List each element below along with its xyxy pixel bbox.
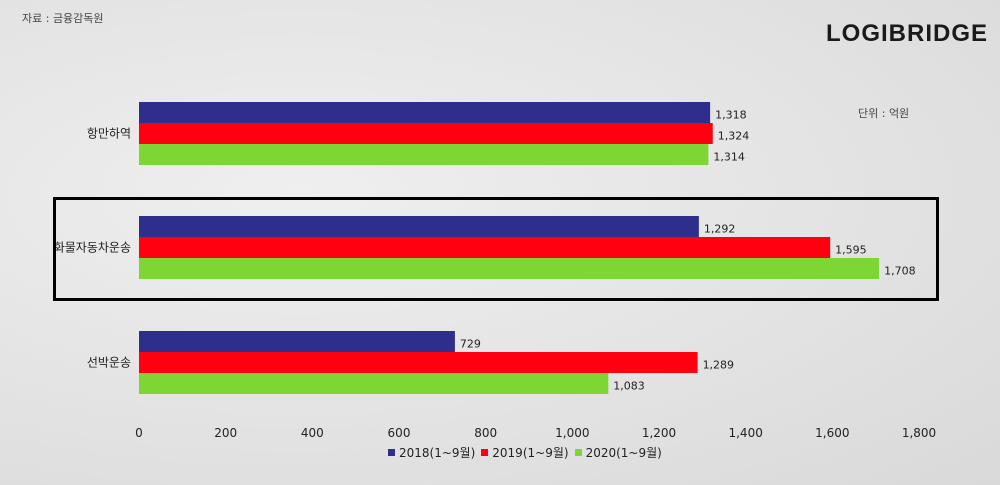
source-note: 자료 : 금융감독원 [22, 12, 104, 25]
category-label: 화물자동차운송 [54, 241, 131, 255]
x-tick-label: 1,200 [642, 426, 676, 440]
legend-label: 2019(1~9월) [492, 446, 569, 460]
legend-item: 2020(1~9월) [574, 444, 662, 461]
x-tick-label: 1,000 [555, 426, 589, 440]
x-tick-label: 1,800 [902, 426, 936, 440]
data-label: 1,708 [884, 265, 916, 278]
data-label: 1,314 [713, 151, 745, 164]
legend-item: 2019(1~9월) [481, 444, 569, 461]
data-label: 1,324 [718, 130, 750, 143]
legend-item: 2018(1~9월) [388, 444, 475, 461]
bar [139, 144, 709, 165]
data-label: 1,595 [835, 244, 867, 257]
data-label: 729 [460, 338, 481, 351]
x-tick-label: 1,400 [728, 426, 762, 440]
legend-swatch [574, 449, 582, 456]
x-tick-label: 1,600 [815, 426, 849, 440]
data-label: 1,292 [704, 223, 736, 236]
legend-label: 2020(1~9월) [585, 446, 662, 460]
x-tick-label: 600 [388, 426, 411, 440]
bar [139, 123, 713, 144]
bar [139, 258, 880, 279]
legend-swatch [388, 449, 395, 456]
bar [139, 237, 831, 258]
data-label: 1,289 [703, 359, 735, 372]
x-tick-label: 0 [135, 426, 143, 440]
unit-label: 단위 : 억원 [858, 107, 910, 120]
x-tick-label: 400 [301, 426, 324, 440]
bar [139, 102, 711, 123]
highlight-box [53, 197, 939, 301]
bar [139, 352, 698, 373]
category-label: 항만하역 [87, 127, 131, 141]
bar [139, 331, 455, 352]
legend: 2018(1~9월) 2019(1~9월) 2020(1~9월) [388, 444, 662, 461]
legend-label: 2018(1~9월) [399, 446, 476, 460]
data-label: 1,083 [613, 380, 645, 393]
logo: LOGIBRIDGE [825, 20, 988, 47]
category-label: 선박운송 [87, 356, 131, 370]
bar [139, 216, 699, 237]
x-tick-label: 800 [474, 426, 497, 440]
data-label: 1,318 [715, 109, 747, 122]
legend-swatch [481, 449, 489, 456]
bar [139, 373, 609, 394]
x-tick-label: 200 [214, 426, 237, 440]
